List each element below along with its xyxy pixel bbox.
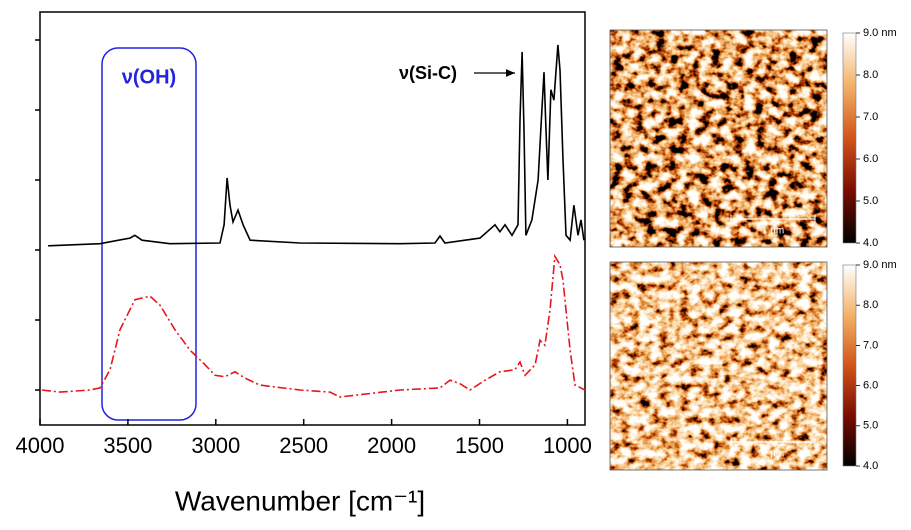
- colorbar-tick-label: 5.0: [863, 195, 878, 207]
- colorbar-tick-label: 5.0: [863, 420, 878, 432]
- colorbar-tick-label: 6.0: [863, 380, 878, 392]
- afm-image-frame: [609, 261, 828, 471]
- colorbar-tick-label: 9.0 nm: [863, 27, 897, 39]
- x-tick-label: 3500: [103, 433, 152, 458]
- afm-image: [610, 262, 827, 470]
- x-tick-label: 2000: [367, 433, 416, 458]
- colorbar-tick-label: 4.0: [863, 237, 878, 249]
- colorbar-tick-label: 9.0 nm: [863, 259, 897, 271]
- colorbar-tick-label: 8.0: [863, 69, 878, 81]
- colorbar-tick-label: 7.0: [863, 111, 878, 123]
- x-tick-label: 1000: [543, 433, 592, 458]
- colorbar-tick-label: 8.0: [863, 299, 878, 311]
- x-tick-label: 1500: [455, 433, 504, 458]
- x-axis-title: Wavenumber [cm⁻¹]: [175, 485, 425, 516]
- afm-image-frame: [609, 29, 828, 248]
- plot-frame: [39, 11, 586, 426]
- spectrum-line: [48, 44, 585, 247]
- afm-image: [610, 30, 827, 247]
- spectrum-line: [41, 253, 586, 398]
- annotation-oh: ν(OH): [122, 66, 176, 88]
- x-tick-label: 2500: [279, 433, 328, 458]
- oh-highlight-box: [101, 47, 197, 421]
- colorbar-tick-label: 6.0: [863, 153, 878, 165]
- colorbar: [842, 264, 857, 467]
- colorbar-tick-label: 7.0: [863, 339, 878, 351]
- annotation-sic: ν(Si-C): [399, 63, 457, 83]
- colorbar-tick-label: 4.0: [863, 460, 878, 472]
- scale-bar-label: 1 µm: [762, 449, 784, 460]
- x-tick-label: 4000: [16, 433, 65, 458]
- x-tick-label: 3000: [191, 433, 240, 458]
- colorbar: [842, 32, 857, 244]
- scale-bar-label: 1 µm: [762, 226, 784, 237]
